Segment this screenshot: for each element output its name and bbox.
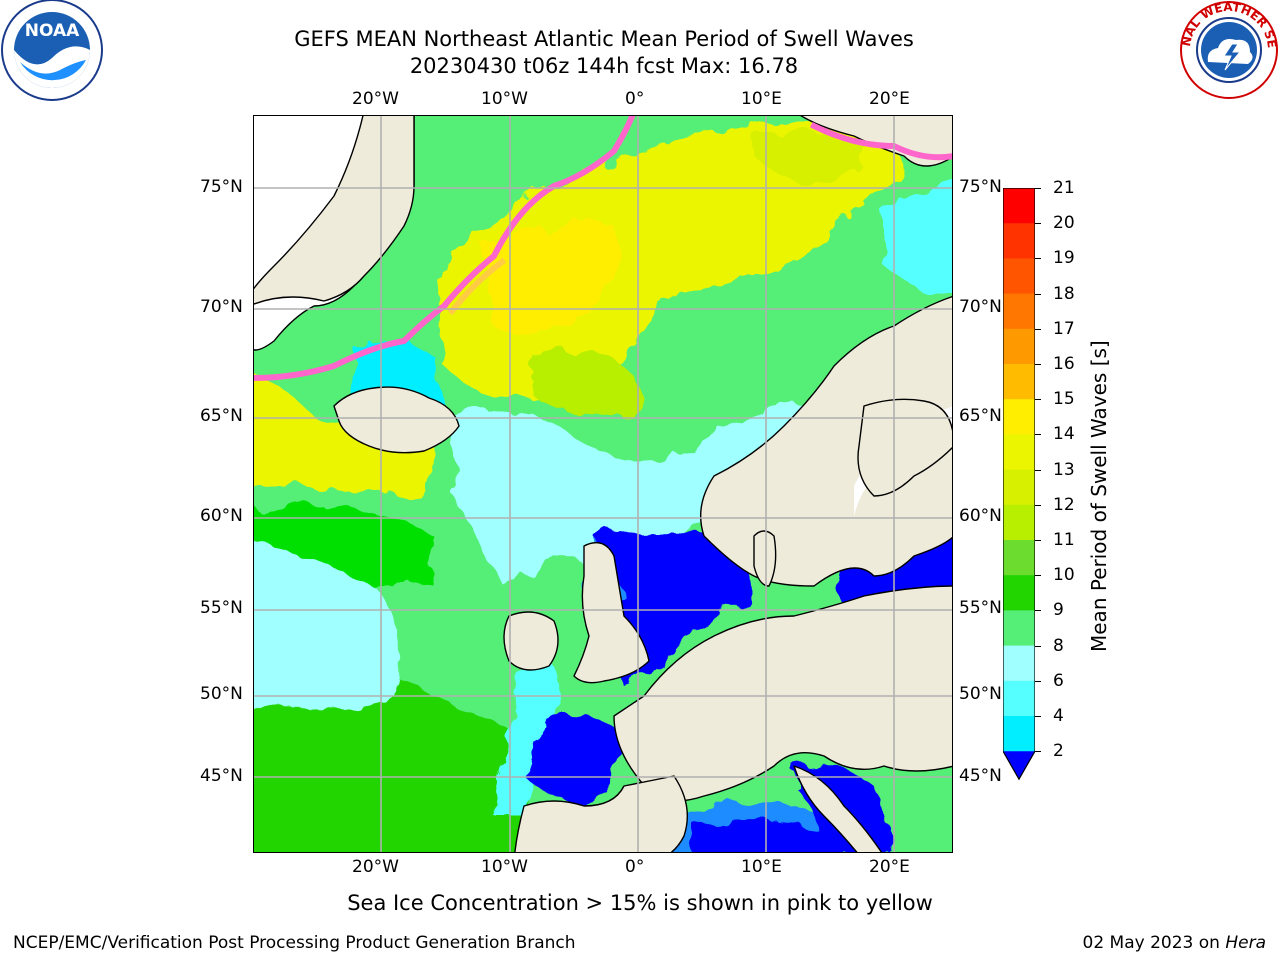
lat-label-left-50n: 50°N: [200, 684, 243, 704]
colorbar-tick-mark: [1035, 328, 1041, 330]
colorbar-tick-mark: [1035, 680, 1041, 682]
colorbar-swatches: [1002, 187, 1036, 781]
colorbar-tick-label: 14: [1053, 424, 1075, 445]
lon-label-top-0: 0°: [625, 89, 645, 109]
lon-label-top-20w: 20°W: [352, 89, 399, 109]
colorbar-tick-labels: 21 20 19 18 17 16 15 14 13 12 11 10 9 8 6 4 2: [1035, 0, 1113, 960]
lat-label-left-75n: 75°N: [200, 177, 243, 197]
colorbar-tick-mark: [1035, 469, 1041, 471]
lon-label-bottom-10w: 10°W: [481, 857, 528, 877]
lon-label-bottom-20e: 20°E: [869, 857, 910, 877]
lat-label-left-65n: 65°N: [200, 406, 243, 426]
colorbar-tick-mark: [1035, 434, 1041, 436]
run-date-label: 02 May 2023 on Hera: [1083, 933, 1267, 953]
lon-label-top-10e: 10°E: [741, 89, 782, 109]
colorbar-title: Mean Period of Swell Waves [s]: [1087, 340, 1111, 652]
colorbar-band: [1003, 399, 1035, 435]
colorbar-tick-label: 10: [1053, 565, 1075, 586]
colorbar-tick-mark: [1035, 751, 1041, 753]
lat-label-right-65n: 65°N: [959, 406, 1002, 426]
colorbar-tick-label: 13: [1053, 459, 1075, 480]
colorbar-tick-mark: [1035, 575, 1041, 577]
colorbar-tick-label: 2: [1053, 741, 1064, 762]
lat-label-right-70n: 70°N: [959, 297, 1002, 317]
colorbar-band: [1003, 610, 1035, 647]
lon-label-top-20e: 20°E: [869, 89, 910, 109]
colorbar-tick-label: 12: [1053, 494, 1075, 515]
lat-label-right-60n: 60°N: [959, 506, 1002, 526]
map-canvas: [254, 116, 952, 852]
colorbar-band: [1003, 434, 1035, 471]
colorbar-tick-mark: [1035, 364, 1041, 365]
organization-label: NCEP/EMC/Verification Post Processing Pr…: [13, 933, 576, 953]
colorbar-tick-label: 18: [1053, 283, 1075, 304]
colorbar-tick-mark: [1035, 610, 1041, 612]
lon-label-bottom-0: 0°: [625, 857, 645, 877]
colorbar-band: [1003, 680, 1035, 717]
lat-label-left-55n: 55°N: [200, 598, 243, 618]
colorbar-tick-mark: [1035, 223, 1041, 225]
colorbar-band: [1003, 223, 1035, 259]
colorbar-tick-mark: [1035, 188, 1041, 189]
lon-label-bottom-20w: 20°W: [352, 857, 399, 877]
noaa-logo-text: NOAA: [25, 21, 80, 41]
colorbar-band: [1003, 188, 1035, 224]
colorbar-tick-label: 9: [1053, 600, 1064, 621]
colorbar-tick-label: 16: [1053, 354, 1075, 374]
lat-label-right-75n: 75°N: [959, 177, 1002, 197]
lat-label-left-45n: 45°N: [200, 766, 243, 786]
lat-label-right-50n: 50°N: [959, 684, 1002, 704]
swell-period-map: [253, 115, 953, 853]
colorbar-band: [1003, 575, 1035, 611]
nws-logo-icon: NATIONAL WEATHER SERVICE: [1173, 0, 1280, 100]
colorbar: [1002, 187, 1036, 783]
map-title: GEFS MEAN Northeast Atlantic Mean Period…: [294, 27, 914, 51]
lon-label-top-10w: 10°W: [481, 89, 528, 109]
colorbar-tick-mark: [1035, 645, 1041, 647]
colorbar-tick-label: 19: [1053, 248, 1075, 269]
map-subtitle: 20230430 t06z 144h fcst Max: 16.78: [409, 54, 799, 78]
colorbar-band: [1003, 716, 1035, 752]
lon-label-bottom-10e: 10°E: [741, 857, 782, 877]
colorbar-tick-mark: [1035, 504, 1041, 506]
noaa-logo-icon: NOAA: [0, 0, 104, 102]
colorbar-tick-label: 17: [1053, 318, 1075, 339]
colorbar-band: [1003, 540, 1035, 576]
colorbar-tick-mark: [1035, 399, 1041, 401]
colorbar-tick-label: 8: [1053, 635, 1064, 656]
colorbar-tick-mark: [1035, 293, 1041, 295]
colorbar-band: [1003, 645, 1035, 682]
colorbar-tick-label: 6: [1053, 670, 1064, 691]
colorbar-band: [1003, 328, 1035, 365]
colorbar-tick-mark: [1035, 258, 1041, 260]
colorbar-tick-mark: [1035, 716, 1041, 717]
colorbar-tick-label: 15: [1053, 389, 1075, 410]
lat-label-left-70n: 70°N: [200, 297, 243, 317]
colorbar-extension: [1003, 751, 1035, 780]
colorbar-tick-label: 20: [1053, 213, 1075, 234]
colorbar-band: [1003, 364, 1035, 400]
colorbar-band: [1003, 469, 1035, 506]
machine-name: Hera: [1225, 933, 1266, 953]
colorbar-band: [1003, 258, 1035, 295]
sea-ice-note: Sea Ice Concentration > 15% is shown in …: [347, 891, 933, 915]
lat-label-right-55n: 55°N: [959, 598, 1002, 618]
colorbar-tick-mark: [1035, 540, 1041, 541]
run-date-text: 02 May 2023 on: [1082, 933, 1226, 953]
colorbar-tick-label: 4: [1053, 706, 1064, 726]
colorbar-tick-label: 21: [1053, 178, 1075, 198]
colorbar-band: [1003, 504, 1035, 541]
colorbar-band: [1003, 293, 1035, 330]
lat-label-left-60n: 60°N: [200, 506, 243, 526]
colorbar-border: [1002, 187, 1036, 781]
lat-label-right-45n: 45°N: [959, 766, 1002, 786]
colorbar-tick-label: 11: [1053, 530, 1075, 550]
